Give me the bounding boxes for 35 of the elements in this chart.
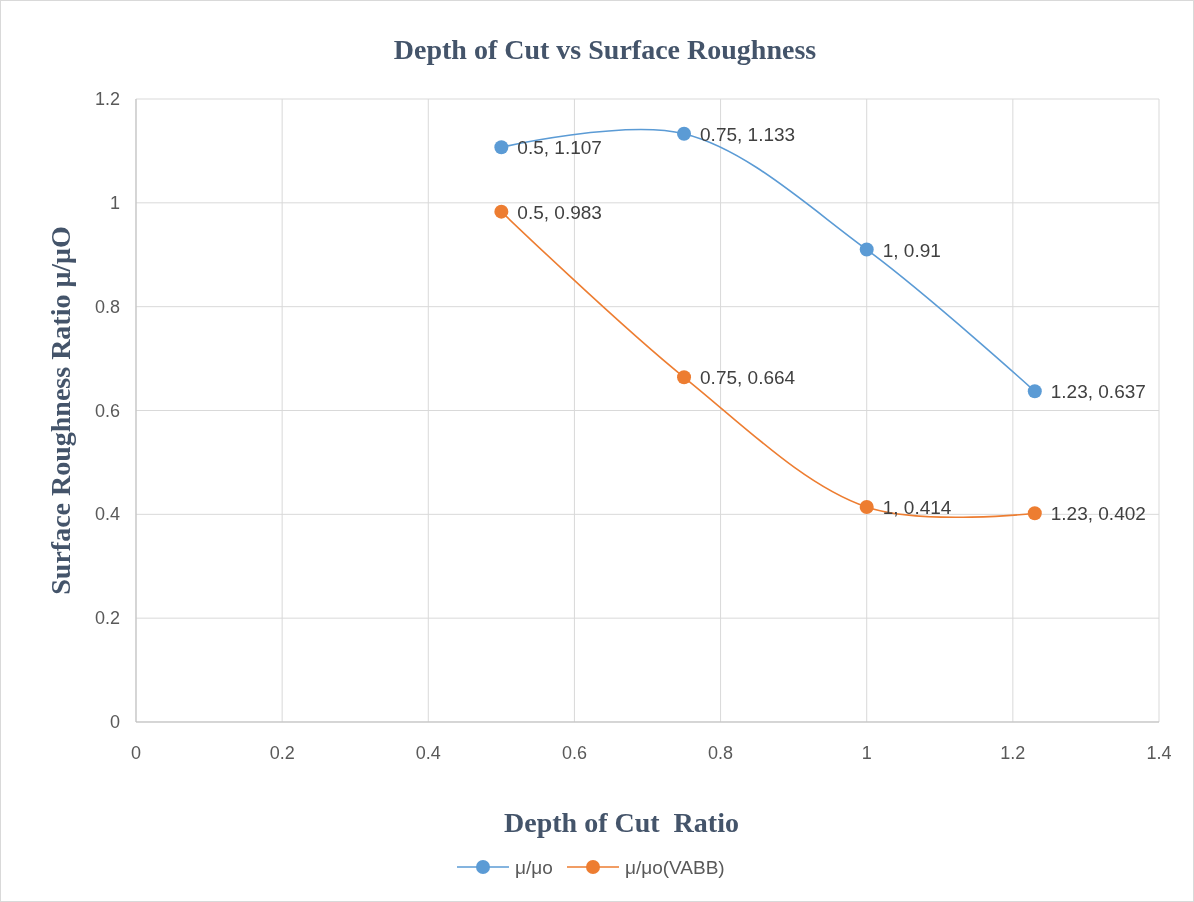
point (1027, 384, 1042, 399)
point (494, 140, 509, 155)
data-label: 1.23, 0.402 (1050, 503, 1146, 525)
point (859, 242, 874, 257)
x-axis-title: Depth of Cut Ratio (504, 807, 739, 838)
y-tick-label: 0.8 (94, 296, 120, 317)
y-tick-label: 1 (109, 192, 120, 213)
legend-label: μ/μo (515, 857, 553, 878)
data-label: 0.5, 1.107 (517, 137, 602, 159)
x-tick-label: 0.8 (708, 743, 734, 763)
y-tick-label: 1.2 (94, 89, 120, 109)
point (494, 204, 509, 219)
x-tick-label: 0.6 (561, 743, 587, 763)
x-tick-label: 1 (861, 743, 872, 763)
legend-label: μ/μo(VABB) (625, 857, 725, 878)
x-tick-label: 0.4 (415, 743, 441, 763)
y-axis-title: Surface Roughness Ratio μ/μO (45, 226, 76, 595)
data-label: 0.75, 1.133 (700, 123, 796, 145)
data-label: 0.75, 0.664 (700, 367, 796, 389)
data-label: 1, 0.91 (882, 239, 941, 261)
chart-title: Depth of Cut vs Surface Roughness (393, 34, 817, 65)
data-label: 1.23, 0.637 (1050, 381, 1146, 403)
x-tick-label: 1.4 (1146, 743, 1172, 763)
point (677, 126, 692, 141)
data-label: 0.5, 0.983 (517, 201, 602, 223)
x-tick-label: 1.2 (1000, 743, 1026, 763)
y-tick-label: 0.6 (94, 400, 120, 421)
point (859, 500, 874, 515)
x-tick-label: 0 (130, 743, 142, 763)
point (677, 370, 692, 385)
x-tick-label: 0.2 (269, 743, 295, 763)
y-tick-label: 0 (109, 712, 120, 732)
point (1027, 506, 1042, 521)
y-tick-label: 0.4 (94, 504, 120, 525)
y-tick-label: 0.2 (94, 608, 120, 629)
